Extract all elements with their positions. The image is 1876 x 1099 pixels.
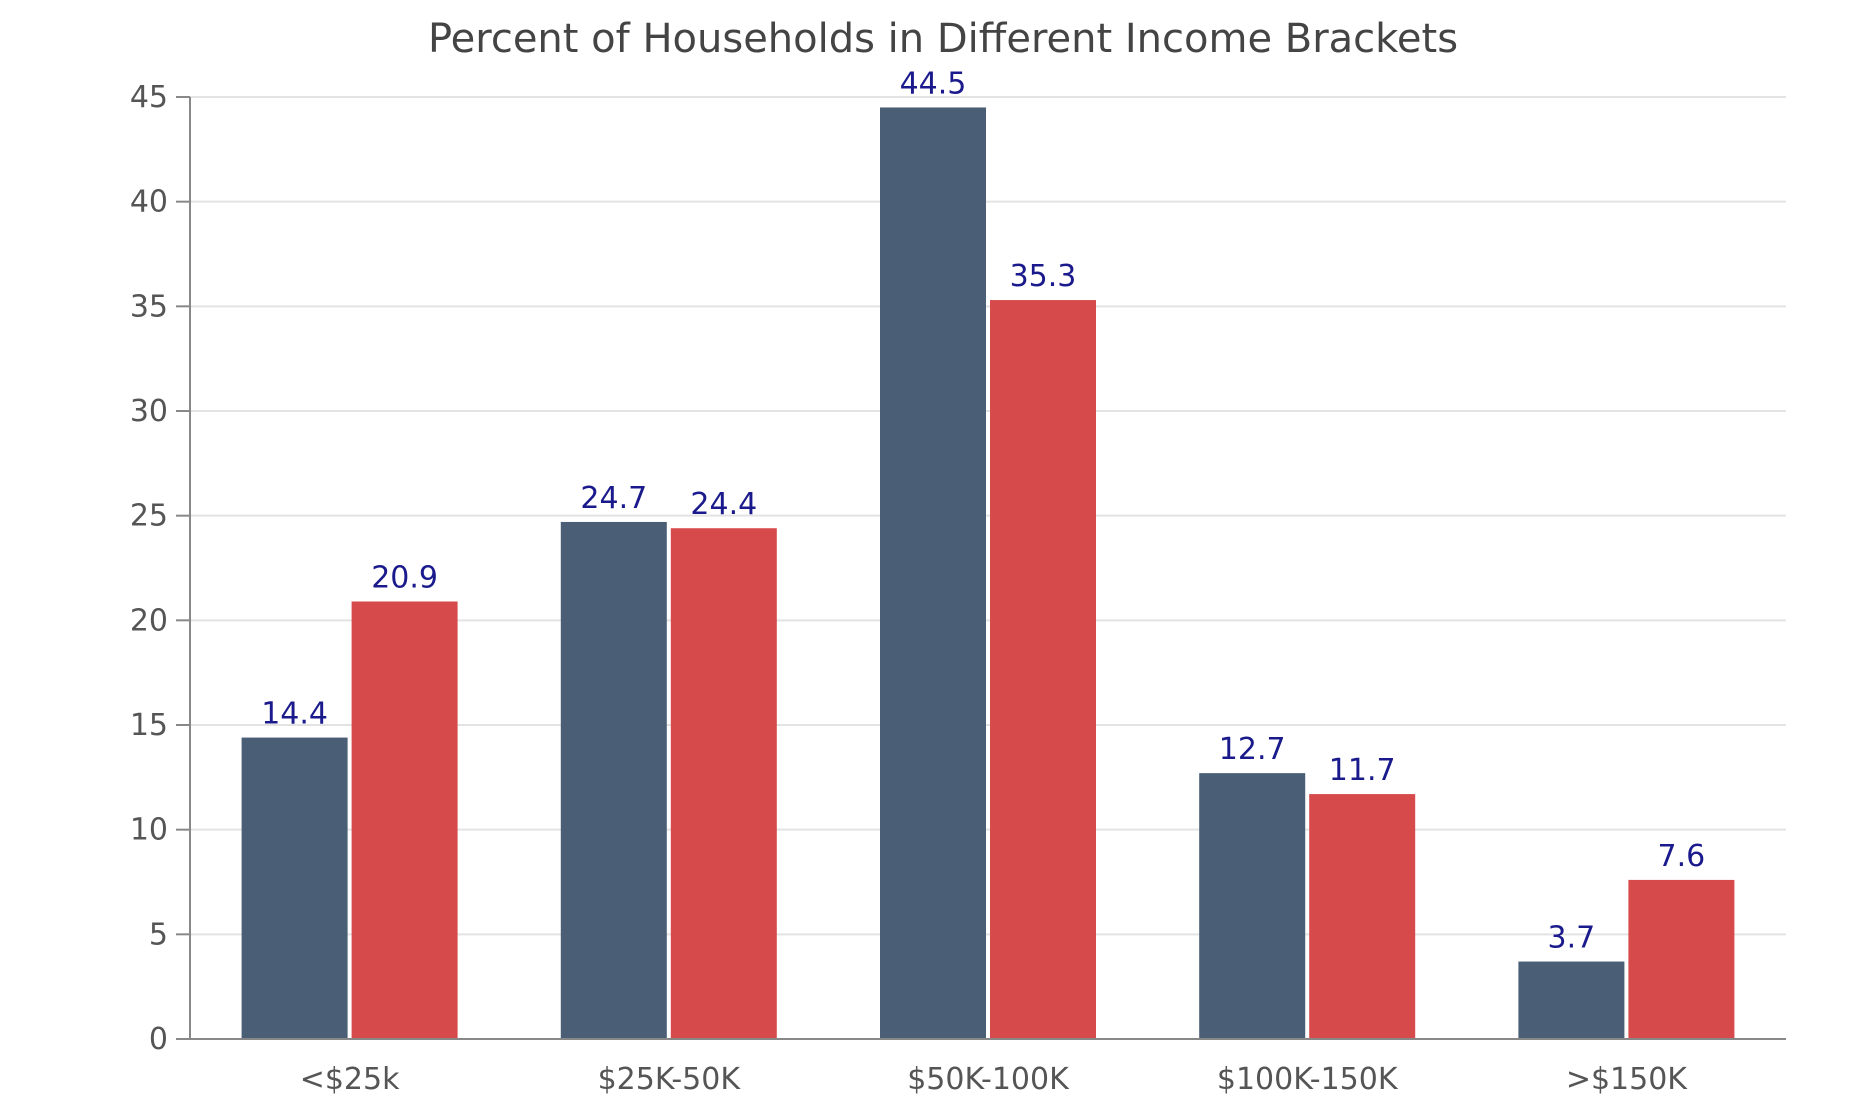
bar <box>880 107 986 1039</box>
x-tick-label: $25K-50K <box>598 1062 742 1095</box>
bar <box>1309 794 1416 1039</box>
data-label: 35.3 <box>1010 259 1077 294</box>
bar <box>670 528 777 1039</box>
data-label: 11.7 <box>1329 753 1396 788</box>
data-label: 20.9 <box>371 560 438 595</box>
bars <box>241 107 1735 1039</box>
y-tick-label: 40 <box>130 185 168 220</box>
x-tick-label: $50K-100K <box>907 1062 1070 1095</box>
labels: 0 5 10 15 20 25 30 35 40 45 14.4 20.9 <$25k 24.7 24.4 $… <box>130 66 1706 1097</box>
data-label: 24.7 <box>580 481 647 516</box>
bar <box>560 521 667 1039</box>
data-label: 24.4 <box>690 487 757 522</box>
data-label: 3.7 <box>1548 921 1596 956</box>
x-tick-label: <$25k <box>300 1062 400 1095</box>
data-label: 7.6 <box>1658 839 1706 874</box>
y-tick-label: 0 <box>149 1022 168 1057</box>
bar <box>990 300 1096 1039</box>
x-tick-label: >$150K <box>1566 1062 1688 1095</box>
data-label: 44.5 <box>900 66 967 101</box>
bar <box>1199 773 1306 1039</box>
y-tick-label: 15 <box>130 708 168 743</box>
y-tick-label: 30 <box>130 394 168 429</box>
y-tick-label: 25 <box>130 499 168 534</box>
bar <box>351 601 458 1039</box>
x-tick-label: $100K-150K <box>1217 1062 1399 1095</box>
bar <box>1518 961 1625 1039</box>
data-label: 14.4 <box>261 697 328 732</box>
y-tick-label: 20 <box>130 603 168 638</box>
y-tick-label: 35 <box>130 289 168 324</box>
y-tick-label: 45 <box>130 80 168 115</box>
data-label: 12.7 <box>1219 732 1286 767</box>
chart-title: Percent of Households in Different Incom… <box>428 16 1458 62</box>
bar <box>1628 879 1735 1039</box>
y-tick-label: 5 <box>149 917 168 952</box>
bar <box>241 737 348 1039</box>
axes <box>176 96 1786 1040</box>
y-tick-label: 10 <box>130 813 168 848</box>
